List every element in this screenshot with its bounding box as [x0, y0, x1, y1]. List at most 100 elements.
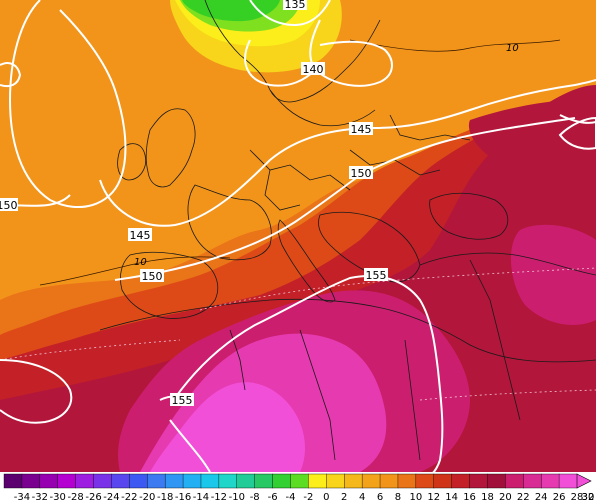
dotted-2	[0, 339, 181, 361]
contour-155-main	[174, 275, 444, 481]
colorbar-tick-label: 30	[582, 492, 595, 502]
border-2	[264, 169, 301, 211]
contour-west-loop	[0, 359, 73, 424]
colorbar-cell	[147, 473, 166, 489]
coast-uk	[145, 108, 196, 188]
colorbar-tick-label: 16	[463, 492, 476, 502]
colorbar-cell	[21, 473, 41, 489]
colorbar-cell	[487, 473, 506, 489]
contour-145-closed	[8, 0, 127, 209]
isotherm-10-north	[349, 39, 561, 52]
colorbar-tick-label: -22	[121, 492, 137, 502]
colorbar-tick-label: -34	[14, 492, 30, 502]
colorbar-tick-label: 6	[377, 492, 383, 502]
colorbar-tick-label: -20	[139, 492, 155, 502]
colorbar-cell	[236, 473, 256, 489]
colorbar-ticks: -34 -32 -30 -28 -26 -24 -22 -20 -18 -16 -14 -12 -10-…	[14, 492, 595, 502]
svg-text:150: 150	[351, 167, 372, 180]
temperature-field	[0, 0, 596, 473]
colorbar-cell	[254, 473, 274, 489]
colorbar-tick-label: -32	[32, 492, 48, 502]
dotted-1	[199, 267, 596, 311]
contour-140-line	[244, 19, 393, 87]
colorbar-tick-label: -18	[157, 492, 173, 502]
isotherm-10-west	[39, 256, 231, 286]
coast-scandinavia	[204, 0, 381, 103]
colorbar-cell	[361, 473, 381, 489]
colorbar-tick-label: 0	[323, 492, 329, 502]
coast-ireland	[117, 143, 147, 181]
colorbar-tick-label: 26	[553, 492, 566, 502]
colorbar-cell	[344, 473, 363, 489]
isotherm-dotted	[0, 267, 596, 401]
colorbar-tick-label: 24	[535, 492, 548, 502]
svg-text:135: 135	[285, 0, 306, 11]
contour-label-145-east: 145	[349, 122, 373, 136]
colorbar-cell	[39, 473, 59, 489]
svg-text:155: 155	[172, 394, 193, 407]
colorbar-cell	[540, 473, 560, 489]
colorbar-tick-label: 2	[341, 492, 347, 502]
colorbar-tick-label: -4	[286, 492, 296, 502]
contour-label-150-south: 150	[140, 269, 164, 283]
colorbar-cell	[451, 473, 471, 489]
colorbar-arrow	[576, 473, 592, 489]
svg-text:150: 150	[0, 199, 18, 212]
colorbar-cell	[523, 473, 542, 489]
colorbar-tick-label: -16	[175, 492, 191, 502]
coast-baltic	[269, 89, 376, 127]
border-8	[404, 339, 421, 461]
svg-text:145: 145	[130, 229, 151, 242]
contour-label-155-main: 155	[364, 268, 388, 282]
colorbar-tick-label: 22	[517, 492, 530, 502]
colorbar-tick-label: 10	[409, 492, 422, 502]
colorbar-tick-label: 4	[359, 492, 365, 502]
contour-label-140: 140	[301, 62, 325, 76]
contour-135-line	[249, 0, 331, 27]
colorbar-tick-label: 28	[571, 492, 584, 502]
field-magenta-bright	[150, 382, 305, 472]
colorbar-tick-label: -14	[193, 492, 209, 502]
colorbar-cell	[272, 473, 291, 489]
colorbar-tick-label: -30	[50, 492, 66, 502]
coast-italy	[277, 219, 336, 303]
border-4	[389, 114, 471, 141]
contour-bottom-left	[169, 419, 211, 473]
colorbar: -34 -32 -30 -28 -26 -24 -22 -20 -18 -16 -14 -12 -10-…	[0, 472, 596, 502]
isotherm-lines	[39, 39, 561, 286]
colorbar-tick-label: -2	[303, 492, 313, 502]
contour-left-loop	[0, 62, 22, 88]
colorbar-tick-label: 20	[499, 492, 512, 502]
colorbar-tick-label: 14	[445, 492, 458, 502]
colorbar-tick-label: -8	[250, 492, 260, 502]
colorbar-cell	[129, 473, 148, 489]
contour-label-150-west: 150	[0, 198, 18, 212]
isotherm-label-west: 10	[134, 257, 147, 268]
colorbar-cell	[379, 473, 399, 489]
contour-150-east	[559, 114, 596, 124]
colorbar-cell	[218, 473, 238, 489]
colorbar-cell	[397, 473, 417, 489]
border-1	[249, 149, 351, 191]
colorbar-cell	[290, 473, 309, 489]
contour-label-150-east: 150	[349, 166, 373, 180]
svg-text:155: 155	[366, 269, 387, 282]
contour-label-135: 135	[283, 0, 307, 11]
colorbar-cell	[164, 473, 184, 489]
colorbar-tick-label: -24	[103, 492, 119, 502]
contour-label-145-west: 145	[128, 228, 152, 242]
colorbar-cell	[111, 473, 130, 489]
contour-right-loop	[558, 116, 596, 150]
colorbar-tick-label: -26	[85, 492, 101, 502]
border-6	[299, 329, 336, 461]
colorbar-cell	[326, 473, 345, 489]
colorbar-cells	[3, 473, 578, 489]
colorbar-cell	[558, 473, 578, 489]
colorbar-cell	[182, 473, 202, 489]
colorbar-tick-label: 18	[481, 492, 494, 502]
colorbar-cell	[3, 473, 23, 489]
contour-labels: 135 140 145 145 150 150 150 155 155 10 1…	[0, 0, 519, 407]
contour-label-155-small: 155	[170, 393, 194, 407]
colorbar-cell	[469, 473, 488, 489]
colorbar-tick-label: -6	[268, 492, 278, 502]
